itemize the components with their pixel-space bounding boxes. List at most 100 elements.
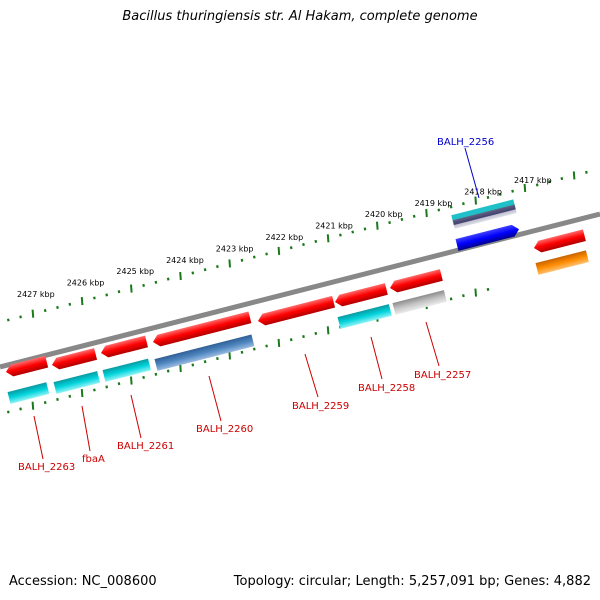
ruler-dot	[43, 309, 47, 313]
scale-label: 2417 kbp	[514, 176, 552, 185]
ruler-dot	[486, 287, 490, 291]
ruler-dot	[166, 277, 170, 281]
feature-balh-2258-cds[interactable]	[337, 304, 392, 329]
ruler-dot	[585, 170, 588, 174]
ruler-dot	[351, 230, 355, 234]
ruler-dot	[339, 233, 342, 237]
ruler-dot	[462, 294, 465, 298]
gene-balh-2261-arrow[interactable]	[100, 335, 149, 359]
ruler-dot	[388, 221, 391, 225]
gene-balh-2263-arrow[interactable]	[5, 355, 49, 378]
ruler-dot	[19, 315, 22, 319]
ruler-major-tick	[130, 284, 133, 293]
gene-balh-2259-arrow[interactable]	[257, 295, 336, 327]
length-label: Length:	[355, 574, 405, 589]
ruler-major-tick	[277, 246, 281, 255]
ruler-major-tick	[179, 271, 182, 281]
ruler-dot	[462, 202, 465, 206]
ruler-dot	[117, 382, 121, 386]
ruler-dot	[400, 217, 404, 221]
ruler-dot	[437, 208, 441, 212]
ruler-major-tick	[31, 401, 35, 410]
feature-right-cds[interactable]	[535, 250, 589, 275]
ruler-major-tick	[179, 363, 182, 373]
label-leader-lines	[33, 147, 480, 460]
feature-balh-2257-cds[interactable]	[392, 290, 447, 315]
ruler-major-tick	[474, 288, 477, 297]
accession-value: NC_008600	[81, 574, 157, 589]
ruler-major-tick	[228, 351, 231, 360]
feature-fbaa-cds[interactable]	[53, 371, 101, 394]
scale-labels: 2427 kbp 2426 kbp 2425 kbp 2424 kbp 2423 kbp…	[17, 176, 552, 299]
ruler-dot	[265, 344, 268, 348]
length-value: 5,257,091 bp	[408, 574, 496, 589]
gene-unlabeled-right-arrow[interactable]	[533, 229, 586, 253]
gene-balh-2260-arrow[interactable]	[152, 311, 252, 347]
ruler-dot	[449, 205, 453, 209]
ruler-dot	[19, 407, 22, 411]
ruler-dot	[203, 360, 207, 364]
ruler-dot	[68, 302, 72, 306]
ruler-dot	[560, 177, 564, 181]
ruler-major-tick	[31, 309, 35, 318]
ruler-dot	[142, 283, 145, 287]
genes-label: Genes:	[504, 574, 550, 589]
ruler-dot	[154, 372, 158, 376]
gene-label-balh-2256: BALH_2256	[437, 137, 494, 148]
map-title: Bacillus thuringiensis str. Al Hakam, co…	[122, 9, 478, 24]
ruler-major-tick	[130, 376, 133, 385]
scale-label: 2422 kbp	[266, 233, 304, 242]
ruler-dot	[6, 318, 10, 322]
ruler-dot	[265, 252, 268, 256]
ruler-dot	[252, 347, 256, 351]
feature-balh-2260-cds[interactable]	[154, 334, 255, 371]
gene-fbaa-arrow[interactable]	[51, 348, 98, 371]
ruler-dot	[216, 265, 219, 269]
ruler-major-tick	[572, 171, 576, 180]
scale-label: 2421 kbp	[315, 222, 353, 231]
ruler-major-tick	[228, 259, 231, 268]
ruler-major-tick	[326, 234, 330, 243]
ruler-major-tick	[277, 338, 281, 347]
ruler-major-tick	[425, 209, 428, 218]
ruler-dot	[117, 290, 121, 294]
ruler-dot	[154, 280, 158, 284]
ruler-dot	[105, 293, 109, 297]
scale-label: 2427 kbp	[17, 290, 55, 299]
ruler-dot	[302, 243, 305, 247]
ruler-dot	[511, 189, 514, 193]
ruler-dot	[105, 385, 109, 389]
gene-balh-2256-arrow[interactable]	[455, 223, 521, 251]
gene-label-balh-2261: BALH_2261	[117, 441, 174, 452]
ruler-major-tick	[326, 326, 330, 335]
scale-label: 2426 kbp	[67, 279, 105, 288]
ruler-major-tick	[474, 196, 477, 205]
genome-stats: Topology: circular; Length: 5,257,091 bp…	[233, 574, 591, 589]
gene-balh-2258-arrow[interactable]	[334, 283, 388, 308]
scale-label: 2420 kbp	[365, 210, 403, 219]
ruler-dot	[314, 239, 318, 243]
gene-features	[5, 199, 589, 404]
gene-balh-2257-arrow[interactable]	[389, 269, 443, 294]
ruler-major-tick	[80, 389, 84, 398]
feature-balh-2263-cds[interactable]	[7, 382, 50, 404]
topology-label: Topology:	[233, 574, 295, 589]
scale-ruler-top	[6, 170, 588, 322]
ruler-major-tick	[523, 183, 527, 193]
genes-value: 4,882	[553, 574, 591, 589]
feature-balh-2256-stack[interactable]	[451, 199, 517, 229]
ruler-major-tick	[376, 221, 379, 230]
feature-balh-2261-cds[interactable]	[102, 358, 152, 382]
gene-label-fbaa: fbaA	[82, 454, 105, 465]
accession-info: Accession: NC_008600	[9, 574, 157, 589]
ruler-dot	[93, 296, 96, 300]
ruler-dot	[240, 350, 244, 354]
ruler-dot	[166, 369, 170, 373]
ruler-dot	[216, 357, 219, 361]
gene-label-balh-2257: BALH_2257	[414, 370, 471, 381]
ruler-dot	[68, 394, 72, 398]
accession-label: Accession:	[9, 574, 78, 589]
scale-label: 2419 kbp	[415, 199, 453, 208]
ruler-dot	[43, 401, 47, 405]
